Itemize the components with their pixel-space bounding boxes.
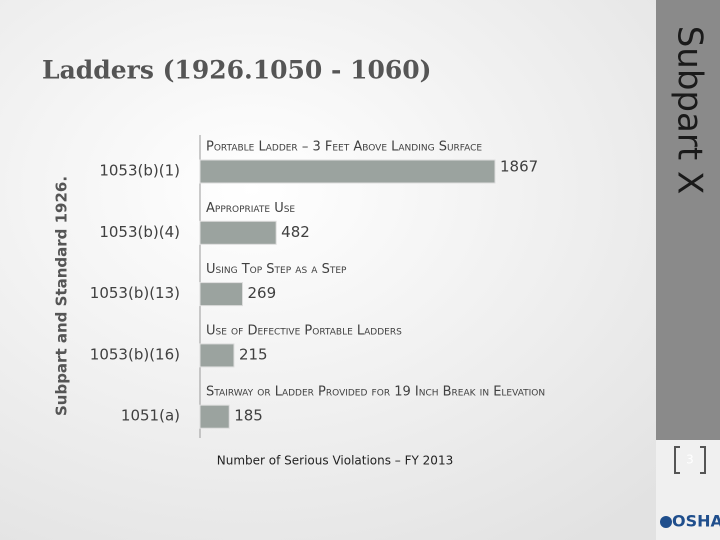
side-bar xyxy=(656,0,720,440)
category-label: 1053(b)(13) xyxy=(90,284,180,302)
page-number-frame xyxy=(674,446,706,474)
value-label: 482 xyxy=(281,223,310,241)
value-label: 185 xyxy=(234,407,263,425)
bar-description: Appropriate Use xyxy=(206,201,295,216)
bar xyxy=(199,220,277,245)
bar-description: Stairway or Ladder Provided for 19 Inch … xyxy=(206,385,545,400)
value-label: 269 xyxy=(248,284,277,302)
value-label: 215 xyxy=(239,345,268,363)
page-number: 3 xyxy=(686,453,694,467)
y-axis-label: Subpart and Standard 1926. xyxy=(53,176,71,416)
category-label: 1051(a) xyxy=(121,407,180,425)
category-label: 1053(b)(4) xyxy=(99,223,180,241)
bar xyxy=(199,159,496,184)
bar-description: Use of Defective Portable Ladders xyxy=(206,323,402,338)
bar xyxy=(199,282,244,307)
bar-description: Using Top Step as a Step xyxy=(206,262,347,277)
bar xyxy=(199,343,235,368)
category-label: 1053(b)(16) xyxy=(90,345,180,363)
slide-title: Ladders (1926.1050 - 1060) xyxy=(42,56,431,85)
bar xyxy=(199,404,230,429)
side-label: Subpart X xyxy=(670,26,710,195)
value-label: 1867 xyxy=(500,158,538,176)
logo: OSHA xyxy=(672,512,720,531)
x-axis-label: Number of Serious Violations – FY 2013 xyxy=(217,454,453,468)
bar-description: Portable Ladder – 3 Feet Above Landing S… xyxy=(206,140,482,155)
logo-mark xyxy=(660,516,672,528)
category-label: 1053(b)(1) xyxy=(99,162,180,180)
